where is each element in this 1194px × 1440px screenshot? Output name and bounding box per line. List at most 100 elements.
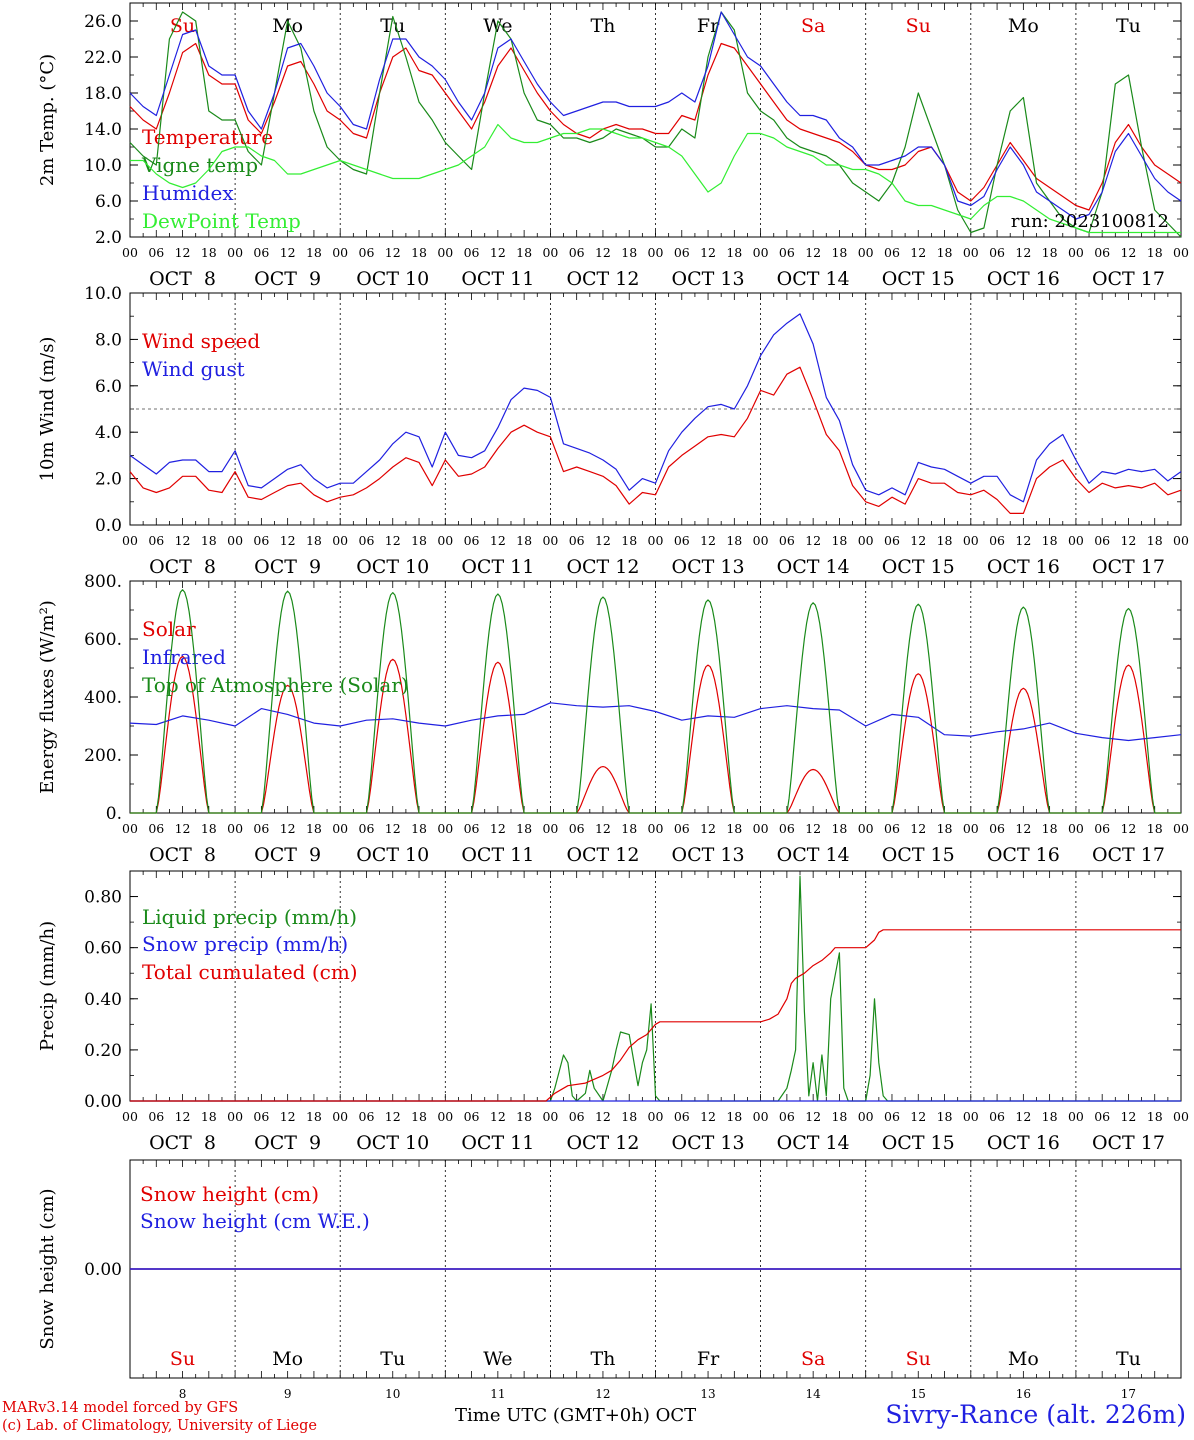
y-tick-label: 200. [84, 746, 122, 766]
x-hour-label: 06 [148, 821, 164, 836]
x-hour-label: 12 [805, 533, 821, 548]
x-hour-label: 00 [1173, 1109, 1189, 1124]
x-date-label: OCT 11 [461, 268, 534, 290]
x-date-label: OCT 17 [1092, 268, 1165, 290]
x-hour-label: 18 [516, 533, 532, 548]
x-hour-label: 00 [437, 821, 453, 836]
panel-precip: 0.00 0.20 0.40 0.60 0.80 Precip (mm/h) Liquid … [37, 870, 1189, 1154]
x-hour-label: 00 [227, 245, 243, 260]
x-date-label: OCT 14 [777, 268, 850, 290]
x-hour-label: 00 [753, 533, 769, 548]
x-date-label: OCT 9 [254, 1132, 321, 1154]
x-hour-label: 12 [595, 1109, 611, 1124]
day-number: 14 [806, 1387, 822, 1401]
x-hour-label: 12 [280, 1109, 296, 1124]
x-hour-label: 12 [700, 245, 716, 260]
x-hour-label: 12 [280, 821, 296, 836]
x-hour-label: 06 [569, 1109, 585, 1124]
x-hour-label: 00 [122, 245, 138, 260]
weekday-label: Fr [697, 15, 720, 37]
x-hour-label: 12 [1015, 245, 1031, 260]
x-hour-label: 18 [937, 245, 953, 260]
x-hour-label: 18 [411, 533, 427, 548]
series-line-total-cumulated-cm [130, 929, 1181, 1102]
x-hour-label: 06 [253, 533, 269, 548]
x-hour-label: 06 [359, 245, 375, 260]
x-hour-label: 00 [227, 821, 243, 836]
y-tick-label: 2.0 [95, 228, 122, 248]
x-hour-label: 06 [884, 533, 900, 548]
x-hour-label: 12 [910, 1109, 926, 1124]
x-hour-label: 00 [1068, 245, 1084, 260]
x-hour-label: 00 [963, 821, 979, 836]
x-hour-label: 18 [306, 533, 322, 548]
x-hour-label: 06 [674, 821, 690, 836]
x-hour-label: 00 [437, 533, 453, 548]
x-hour-label: 18 [1042, 245, 1058, 260]
x-hour-label: 18 [306, 1109, 322, 1124]
x-hour-label: 00 [753, 1109, 769, 1124]
weekday-label: Tu [1116, 15, 1141, 37]
x-hour-label: 12 [1120, 821, 1136, 836]
weekday-label: Th [590, 1348, 615, 1370]
x-hour-label: 18 [201, 533, 217, 548]
x-hour-label: 06 [884, 245, 900, 260]
day-number: 12 [595, 1387, 610, 1401]
x-hour-label: 06 [989, 1109, 1005, 1124]
x-hour-label: 06 [1094, 245, 1110, 260]
x-hour-label: 12 [490, 245, 506, 260]
x-hour-label: 12 [1120, 533, 1136, 548]
day-number: 11 [490, 1387, 505, 1401]
y-tick-label: 10.0 [84, 156, 122, 176]
x-hour-label: 12 [1015, 821, 1031, 836]
x-date-label: OCT 12 [566, 268, 639, 290]
x-date-label: OCT 16 [987, 268, 1060, 290]
x-hour-label: 18 [516, 821, 532, 836]
legend-entry-total-cumulated-cm: Total cumulated (cm) [142, 960, 358, 984]
y-tick-label: 10.0 [84, 284, 122, 304]
x-hour-label: 18 [201, 245, 217, 260]
weekday-label: Su [170, 15, 195, 37]
x-hour-label: 18 [1147, 1109, 1163, 1124]
x-hour-label: 06 [464, 533, 480, 548]
x-hour-label: 18 [1042, 1109, 1058, 1124]
x-hour-label: 18 [516, 1109, 532, 1124]
x-date-label: OCT 9 [254, 844, 321, 866]
x-hour-label: 06 [359, 533, 375, 548]
weekday-label: Tu [380, 15, 405, 37]
x-hour-label: 06 [884, 1109, 900, 1124]
y-tick-label: 0.00 [84, 1260, 122, 1280]
y-tick-label: 0.40 [84, 990, 122, 1010]
legend-entry-infrared: Infrared [142, 645, 226, 669]
x-date-label: OCT 13 [672, 844, 745, 866]
x-hour-label: 00 [753, 245, 769, 260]
y-tick-label: 14.0 [84, 120, 122, 140]
x-date-label: OCT 15 [882, 556, 955, 578]
x-hour-label: 00 [542, 1109, 558, 1124]
day-number: 15 [911, 1387, 926, 1401]
x-hour-label: 12 [385, 1109, 401, 1124]
x-hour-label: 06 [569, 533, 585, 548]
x-hour-label: 00 [963, 1109, 979, 1124]
x-hour-label: 18 [411, 821, 427, 836]
y-tick-label: 2.0 [95, 470, 122, 490]
weekday-label: Su [170, 1348, 195, 1370]
x-hour-label: 12 [595, 245, 611, 260]
x-hour-label: 12 [490, 1109, 506, 1124]
x-hour-label: 12 [805, 821, 821, 836]
x-hour-label: 06 [148, 1109, 164, 1124]
legend-entry-temperature: Temperature [142, 125, 273, 149]
x-date-label: OCT 16 [987, 844, 1060, 866]
x-hour-label: 00 [332, 245, 348, 260]
y-tick-label: 18.0 [84, 84, 122, 104]
x-date-label: OCT 13 [672, 556, 745, 578]
y-tick-label: 600. [84, 630, 122, 650]
x-hour-label: 12 [490, 533, 506, 548]
x-date-label: OCT 11 [461, 844, 534, 866]
x-date-label: OCT 17 [1092, 1132, 1165, 1154]
series-line-top-of-atmosphere-solar [130, 589, 1181, 814]
x-hour-label: 00 [227, 1109, 243, 1124]
x-hour-label: 12 [805, 245, 821, 260]
y-axis-label: 10m Wind (m/s) [37, 337, 58, 482]
x-hour-label: 12 [700, 1109, 716, 1124]
